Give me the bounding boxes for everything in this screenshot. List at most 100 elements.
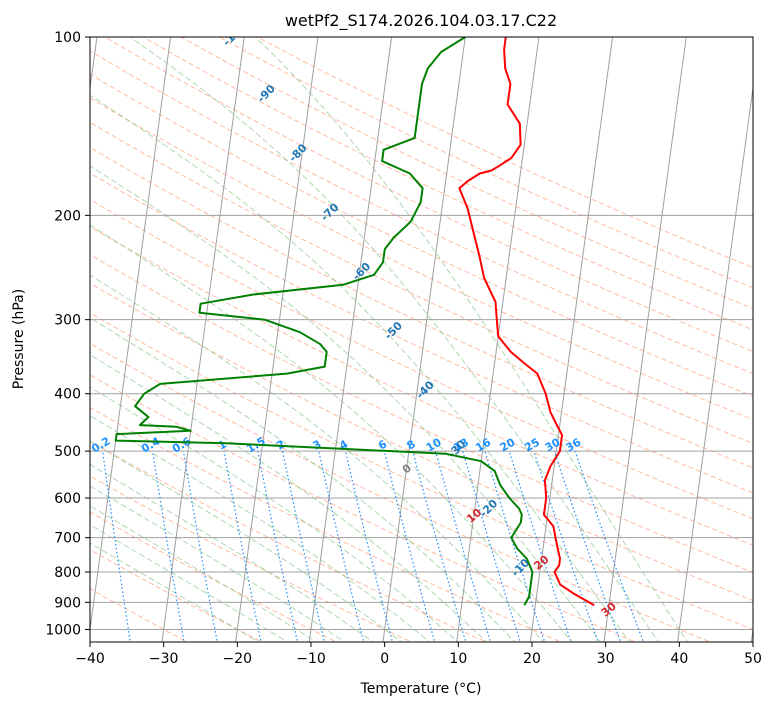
isotherm-label: 0 [400, 461, 414, 476]
dry-adiabat [90, 73, 753, 397]
x-tick-label: 30 [597, 651, 615, 667]
mixing-ratio-line [412, 450, 467, 642]
y-tick-label: 500 [54, 444, 81, 460]
mixing-ratio-label: 25 [522, 436, 542, 455]
x-axis-label: Temperature (°C) [360, 681, 482, 697]
mixing-ratio-line [462, 450, 522, 642]
mixing-ratio-line [152, 451, 185, 642]
moist-adiabat [90, 542, 260, 642]
dry-adiabat [90, 282, 753, 602]
dry-adiabat [218, 37, 753, 289]
dry-adiabat [180, 37, 753, 310]
mixing-ratio-label: 3 [310, 438, 323, 453]
mixing-ratio-line [344, 450, 394, 642]
isotherm-line [382, 37, 466, 642]
x-tick-label: −10 [296, 651, 326, 667]
moist-adiabat [90, 317, 516, 642]
y-tick-label: 600 [54, 491, 81, 507]
dry-adiabat [256, 37, 753, 269]
mixing-ratio-line [182, 451, 218, 642]
moist-adiabats [90, 37, 689, 642]
dry-adiabat [104, 37, 753, 353]
mixing-ratio-label: 16 [473, 435, 493, 454]
mixing-ratio-label: 10 [424, 435, 444, 454]
isotherm-line [677, 84, 753, 642]
mixing-ratio-lines [56, 450, 645, 644]
mixing-ratio-line [574, 450, 645, 642]
wetbulb-label: -70 [318, 200, 341, 223]
mixing-ratio-line [223, 450, 262, 642]
mixing-ratio-line [383, 450, 436, 642]
mixing-ratio-line [282, 450, 326, 642]
wetbulb-label: -50 [382, 319, 405, 342]
mixing-ratio-label: 8 [404, 438, 417, 453]
dry-adiabat [90, 254, 753, 573]
moist-adiabat [90, 224, 573, 642]
y-tick-label: 200 [54, 208, 81, 224]
isotherm-line [308, 37, 393, 642]
isotherm-line [529, 37, 614, 642]
plot-frame [89, 36, 754, 643]
x-tick-label: 40 [670, 651, 688, 667]
moist-adiabat [90, 463, 374, 642]
isotherm-line [161, 37, 245, 642]
x-tick-label: −20 [223, 651, 253, 667]
x-tick-label: 10 [449, 651, 467, 667]
dry-adiabats [90, 37, 753, 642]
y-tick-label: 900 [54, 595, 81, 611]
y-axis-label: Pressure (hPa) [11, 289, 27, 389]
wetbulb-label: -90 [255, 82, 278, 105]
dry-adiabat [90, 226, 753, 546]
mixing-ratio-label: 0.4 [139, 434, 163, 455]
mixing-ratio-line [257, 450, 299, 642]
series-lines [114, 37, 595, 607]
wetbulb-label: -10 [509, 556, 532, 579]
mixing-ratio-line [508, 450, 572, 642]
moist-adiabat [254, 37, 689, 642]
isotherm-label: 20 [531, 553, 551, 573]
pressure-gridlines [90, 37, 753, 630]
isotherm-line [603, 37, 687, 642]
wetbulb-label: -80 [286, 141, 309, 164]
wetbulb-label: -40 [414, 378, 437, 401]
y-axis: 100 200 300 400 500 600 700 800 900 1000 [45, 30, 90, 638]
temperature-line [458, 37, 595, 607]
y-tick-label: 700 [54, 531, 81, 547]
x-tick-label: −30 [149, 651, 179, 667]
y-tick-label: 1000 [45, 622, 81, 638]
mixing-ratio-line [533, 450, 599, 642]
dry-adiabat [90, 406, 562, 642]
mixing-ratio-line [318, 450, 365, 642]
moist-adiabat [90, 94, 631, 642]
line-labels: 0.1 0.2 0.4 0.6 1 1.5 2 3 4 6 8 10 13 16 20 25 30 36-100-… [90, 20, 619, 620]
dry-adiabat [90, 312, 753, 630]
mixing-ratio-label: 20 [498, 435, 518, 454]
x-tick-label: −40 [75, 651, 105, 667]
dry-adiabat [90, 475, 413, 642]
mixing-ratio-line [56, 451, 81, 644]
mixing-ratio-line [434, 450, 492, 642]
x-tick-label: 0 [380, 651, 389, 667]
x-tick-label: 50 [744, 651, 762, 667]
moist-adiabat [90, 274, 544, 642]
dry-adiabat [90, 172, 753, 494]
isotherm-line [235, 37, 319, 642]
y-tick-label: 100 [54, 30, 81, 46]
dry-adiabat [90, 198, 753, 520]
dry-adiabat [90, 146, 753, 469]
wetbulb-label: -100 [220, 20, 249, 49]
y-tick-label: 800 [54, 565, 81, 581]
mixing-ratio-line [553, 450, 622, 642]
dry-adiabat [90, 97, 753, 421]
moist-adiabat [90, 505, 318, 642]
isotherm-line [750, 625, 753, 642]
plot-area: 0.1 0.2 0.4 0.6 1 1.5 2 3 4 6 8 10 13 16 20 25 30 36-100-… [56, 20, 753, 644]
isotherms [90, 37, 753, 642]
moist-adiabat [90, 165, 602, 642]
dry-adiabat [90, 549, 263, 642]
moist-adiabat [90, 440, 403, 642]
dry-adiabat [90, 440, 488, 642]
dry-adiabat [90, 121, 753, 444]
x-tick-label: 20 [523, 651, 541, 667]
